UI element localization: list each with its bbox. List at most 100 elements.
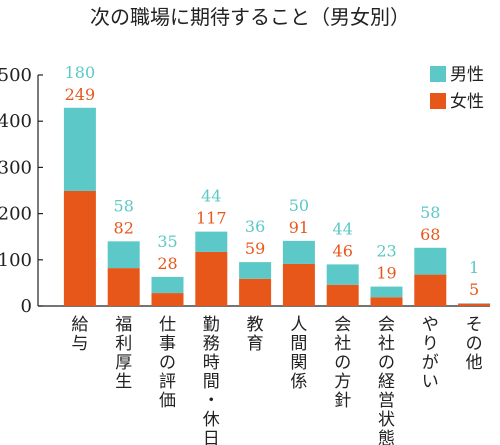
bar-segment-male: [370, 286, 403, 298]
category-label-char: 給: [71, 315, 88, 335]
category-label-char: 価: [159, 391, 176, 411]
category-label-char: や: [422, 315, 439, 335]
bar-segment-female: [282, 263, 315, 306]
category-label-char: の: [466, 334, 483, 354]
data-label-male: 36: [245, 217, 265, 236]
bar-segment-female: [239, 278, 272, 306]
y-tick-label: 200: [0, 204, 32, 225]
category-label-char: り: [422, 334, 439, 354]
category-label-char: 福: [115, 315, 132, 335]
category-label-char: 関: [290, 353, 307, 373]
category-label-char: 評: [159, 372, 176, 392]
category-label-char: 人: [290, 315, 307, 335]
category-label-char: 他: [466, 353, 483, 373]
category-label-char: 教: [247, 315, 264, 335]
category-label-char: が: [422, 353, 439, 373]
y-tick-label: 400: [0, 111, 32, 132]
category-label-char: 社: [334, 334, 351, 354]
data-label-male: 35: [157, 232, 177, 251]
data-label-male: 180: [65, 63, 96, 82]
category-label-char: の: [159, 353, 176, 373]
bar-segment-female: [414, 274, 447, 306]
data-label-male: 23: [376, 242, 396, 261]
data-label-female: 117: [196, 209, 227, 228]
category-label-char: 時: [203, 353, 220, 373]
data-label-male: 50: [289, 196, 309, 215]
data-label-female: 82: [114, 218, 134, 237]
bar-segment-female: [326, 284, 359, 306]
chart-title: 次の職場に期待すること（男女別）: [90, 5, 410, 29]
category-label-char: 会: [334, 315, 351, 335]
category-label-char: 休: [203, 410, 220, 430]
data-label-male: 58: [420, 203, 440, 222]
category-label-char: 間: [290, 334, 307, 354]
data-label-female: 249: [65, 85, 96, 104]
category-label-char: 針: [334, 391, 351, 411]
category-label-char: 方: [334, 372, 351, 392]
legend-label: 女性: [450, 92, 484, 112]
bar-segment-male: [151, 276, 184, 294]
data-label-female: 19: [376, 264, 396, 283]
legend-swatch: [430, 93, 446, 109]
category-label-char: い: [422, 372, 439, 392]
category-label-char: 育: [247, 334, 264, 354]
category-label-char: 生: [115, 372, 132, 392]
category-label-char: の: [378, 353, 395, 373]
bars: [63, 107, 491, 306]
y-tick-label: 300: [0, 157, 32, 178]
category-label-char: ・: [203, 391, 220, 411]
bar-segment-female: [151, 293, 184, 306]
category-label-char: 厚: [115, 353, 132, 373]
bar-segment-female: [107, 268, 140, 306]
category-label-char: 勤: [203, 315, 220, 335]
category-label: その他: [466, 315, 483, 373]
category-label-char: 状: [378, 410, 395, 430]
bar-segment-male: [326, 264, 359, 285]
data-label-male: 1: [469, 258, 479, 277]
data-labels: 180 249 58 82 35 28 44 117 36 59 50 91 44 46 23 19 58 68 1…: [65, 63, 480, 299]
data-label-female: 59: [245, 239, 265, 258]
data-label-female: 28: [157, 254, 177, 273]
category-label-char: 間: [203, 372, 220, 392]
data-label-female: 91: [289, 218, 309, 237]
y-axis: 0 100 200 300 400 500: [0, 65, 490, 317]
bar-segment-male: [195, 231, 228, 252]
category-label-char: 仕: [159, 315, 176, 335]
data-label-female: 5: [469, 280, 479, 299]
category-label-char: 会: [378, 315, 395, 335]
data-label-male: 44: [201, 187, 221, 206]
bar-segment-male: [63, 107, 96, 191]
data-label-female: 46: [333, 241, 353, 260]
category-label-char: 事: [159, 334, 176, 354]
category-label-char: 営: [378, 391, 395, 411]
category-label-char: 務: [203, 334, 220, 354]
y-tick-label: 100: [0, 250, 32, 271]
bar-segment-female: [370, 297, 403, 306]
category-labels: 給与福利厚生仕事の評価勤務時間・休日教育人間関係会社の方針会社の経営状態やりがい…: [71, 315, 482, 445]
bar-segment-male: [107, 241, 140, 269]
bar-segment-female: [63, 190, 96, 306]
data-label-male: 44: [333, 219, 353, 238]
category-label-char: 利: [115, 334, 132, 354]
category-label-char: 与: [71, 334, 88, 354]
bar-segment-female: [458, 303, 491, 306]
category-label: 給与: [71, 315, 88, 354]
bar-segment-female: [195, 251, 228, 306]
legend-swatch: [430, 66, 446, 82]
category-label-char: 社: [378, 334, 395, 354]
bar-segment-male: [414, 247, 447, 275]
category-label-char: 態: [378, 429, 395, 445]
legend-label: 男性: [450, 65, 484, 85]
y-tick-label: 0: [21, 296, 32, 317]
category-label: 教育: [247, 315, 264, 354]
category-label-char: 経: [378, 372, 395, 392]
